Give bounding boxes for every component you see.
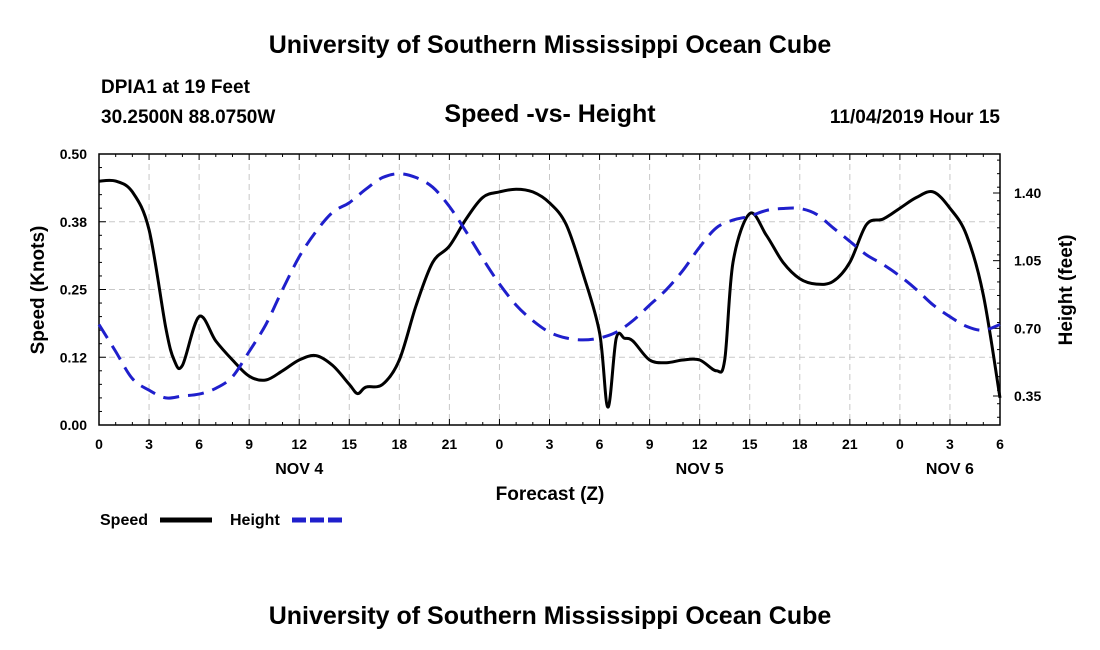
- x-tick-label: 21: [442, 436, 458, 452]
- x-tick-label: 15: [341, 436, 357, 452]
- x-tick-label: 6: [596, 436, 604, 452]
- y-left-tick-label: 0.38: [60, 214, 87, 230]
- day-label: NOV 4: [275, 461, 323, 478]
- coordinates-label: 30.2500N 88.0750W: [101, 107, 276, 128]
- x-tick-label: 6: [996, 436, 1004, 452]
- y-left-axis-label: Speed (Knots): [28, 226, 49, 355]
- y-left-tick-label: 0.50: [60, 146, 87, 162]
- x-tick-label: 18: [792, 436, 808, 452]
- x-tick-label: 12: [291, 436, 307, 452]
- series-line-height: [97, 172, 1001, 400]
- x-tick-label: 3: [546, 436, 554, 452]
- y-left-tick-label: 0.25: [60, 282, 87, 298]
- series-line-speed: [98, 178, 1002, 409]
- page-title: University of Southern Mississippi Ocean…: [268, 31, 832, 59]
- x-tick-label: 21: [842, 436, 858, 452]
- x-axis-label: Forecast (Z): [496, 484, 605, 505]
- station-label: DPIA1 at 19 Feet: [101, 77, 250, 98]
- datetime-label: 11/04/2019 Hour 15: [829, 107, 1000, 128]
- chart-title: Speed -vs- Height: [444, 100, 656, 128]
- y-right-tick-label: 0.70: [1014, 320, 1041, 336]
- day-label: NOV 6: [926, 461, 974, 478]
- y-right-axis-label: Height (feet): [1056, 235, 1077, 346]
- x-tick-label: 9: [245, 436, 253, 452]
- x-tick-label: 0: [896, 436, 904, 452]
- y-right-tick-label: 0.35: [1014, 388, 1041, 404]
- x-tick-label: 18: [392, 436, 408, 452]
- x-tick-label: 3: [946, 436, 954, 452]
- x-tick-label: 0: [95, 436, 103, 452]
- legend-height-label: Height: [230, 512, 280, 529]
- x-tick-label: 12: [692, 436, 708, 452]
- y-right-tick-label: 1.05: [1014, 253, 1041, 269]
- y-right-tick-label: 1.40: [1014, 185, 1041, 201]
- y-left-tick-label: 0.00: [60, 417, 87, 433]
- x-tick-label: 6: [195, 436, 203, 452]
- day-label: NOV 5: [676, 461, 724, 478]
- x-tick-label: 0: [496, 436, 504, 452]
- footer-title: University of Southern Mississippi Ocean…: [268, 602, 832, 630]
- plot-frame: [98, 153, 1001, 426]
- x-tick-label: 3: [145, 436, 153, 452]
- y-left-tick-label: 0.12: [60, 349, 87, 365]
- x-tick-label: 9: [646, 436, 654, 452]
- x-tick-label: 15: [742, 436, 758, 452]
- legend-speed-label: Speed: [100, 512, 148, 529]
